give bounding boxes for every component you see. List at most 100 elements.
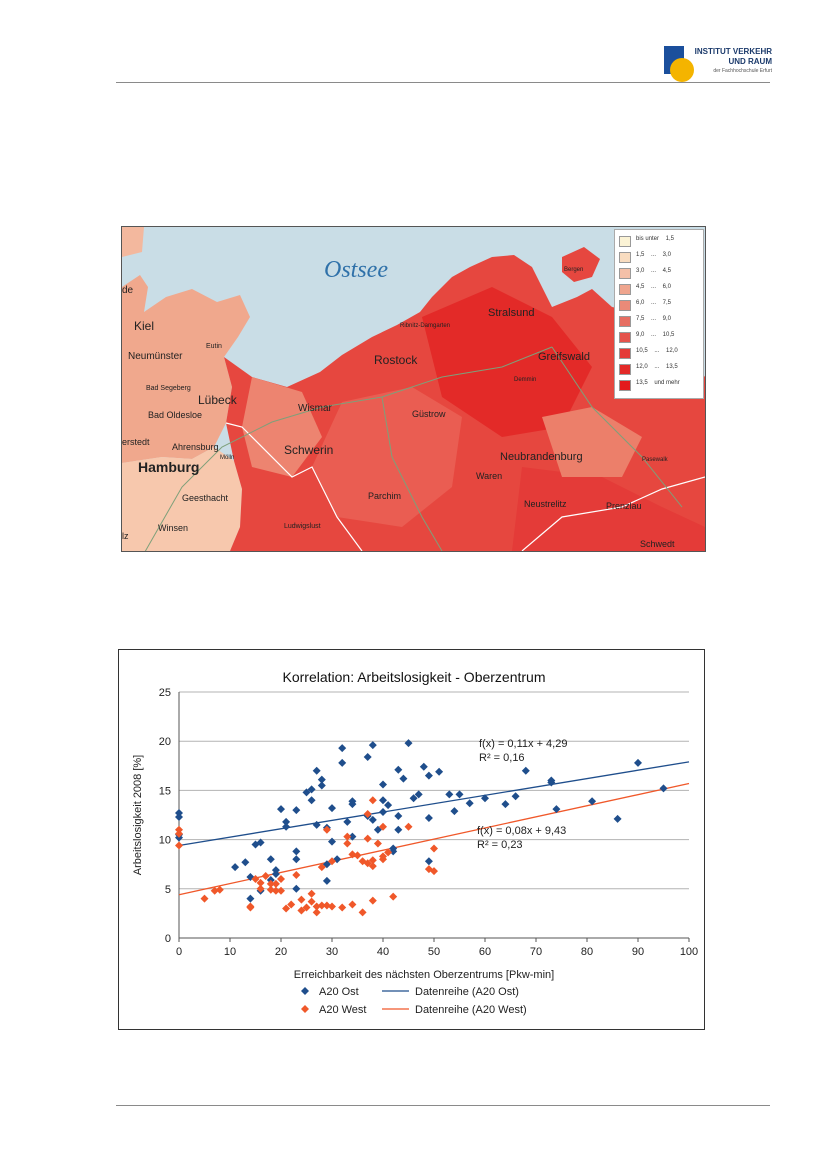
data-point <box>251 874 260 883</box>
data-point <box>266 855 275 864</box>
x-tick-label: 10 <box>224 946 236 958</box>
data-point <box>363 810 372 819</box>
data-point <box>328 902 336 911</box>
legend-swatch <box>619 316 631 327</box>
data-point <box>455 790 464 799</box>
place-label: Greifswald <box>538 351 590 363</box>
data-point <box>348 832 357 841</box>
data-point <box>465 799 474 808</box>
data-point <box>404 822 413 831</box>
data-point <box>348 900 357 909</box>
place-label: Ahrensburg <box>172 442 219 452</box>
place-label: Bad Segeberg <box>146 385 191 392</box>
data-point <box>424 771 433 780</box>
data-point <box>379 808 387 817</box>
legend-label: A20 West <box>319 1004 367 1016</box>
legend-row: 3,0 ... 4,5 <box>619 266 703 280</box>
data-point <box>394 811 403 820</box>
y-tick-label: 15 <box>159 785 171 797</box>
place-label: Hamburg <box>138 459 200 475</box>
footer-rule <box>116 1105 770 1106</box>
data-point <box>307 796 316 805</box>
x-tick-label: 0 <box>176 946 182 958</box>
data-point <box>384 801 393 810</box>
place-label: de <box>122 285 134 296</box>
data-point <box>521 766 530 775</box>
data-point <box>379 822 387 831</box>
data-point <box>328 804 336 813</box>
x-tick-label: 80 <box>581 946 593 958</box>
legend-marker <box>301 1005 309 1013</box>
data-point <box>547 776 556 785</box>
x-tick-label: 40 <box>377 946 389 958</box>
legend-label: bis unter 1,5 <box>636 236 675 242</box>
legend-label: 13,5 und mehr <box>636 380 680 386</box>
data-point <box>338 758 347 767</box>
chart-canvas: Korrelation: Arbeitslosigkeit - Oberzent… <box>132 669 698 1016</box>
data-point <box>282 904 291 913</box>
legend-row: bis unter 1,5 <box>619 234 703 248</box>
data-point <box>430 867 438 876</box>
sea-label: Ostsee <box>324 257 388 283</box>
place-label: Neubrandenburg <box>500 451 583 463</box>
legend-row: 7,5 ... 9,0 <box>619 314 703 328</box>
data-point <box>302 903 311 912</box>
place-label: Prenzlau <box>606 501 642 511</box>
data-point <box>424 857 433 866</box>
data-point <box>368 856 377 865</box>
data-point <box>266 879 275 888</box>
data-point <box>343 817 352 826</box>
legend-label: 1,5 ... 3,0 <box>636 252 672 258</box>
data-point <box>241 858 250 867</box>
data-point <box>256 884 265 893</box>
data-point <box>277 886 285 895</box>
data-point <box>363 859 372 868</box>
legend-swatch <box>619 332 631 343</box>
data-point <box>317 775 326 784</box>
data-point <box>297 895 306 904</box>
data-point <box>200 894 209 903</box>
place-label: erstedt <box>122 437 150 447</box>
data-point <box>215 885 224 894</box>
legend-swatch <box>619 348 631 359</box>
place-label: Bad Oldesloe <box>148 410 203 420</box>
data-point <box>424 813 433 822</box>
legend-label: 3,0 ... 4,5 <box>636 268 672 274</box>
legend-label: 6,0 ... 7,5 <box>636 300 672 306</box>
data-point <box>368 815 377 824</box>
legend-swatch <box>619 268 631 279</box>
data-point <box>552 805 561 814</box>
legend-swatch <box>619 252 631 263</box>
data-point <box>277 805 285 814</box>
data-point <box>338 903 347 912</box>
data-point <box>312 902 321 911</box>
x-axis-label: Erreichbarkeit des nächsten Oberzentrums… <box>294 969 554 981</box>
map-canvas <box>122 227 705 551</box>
data-point <box>343 839 352 848</box>
data-point <box>287 900 296 909</box>
place-label: Schwedt <box>640 539 675 549</box>
data-point <box>363 834 372 843</box>
data-point <box>322 876 331 885</box>
y-axis-label: Arbeitslosigkeit 2008 [%] <box>132 755 144 875</box>
x-tick-label: 70 <box>530 946 542 958</box>
x-tick-label: 90 <box>632 946 644 958</box>
data-point <box>175 841 183 850</box>
legend-label: 12,0 ... 13,5 <box>636 364 678 370</box>
trendline-r2: R² = 0,23 <box>477 839 523 851</box>
data-point <box>175 812 183 821</box>
place-label: Ludwigslust <box>284 523 321 530</box>
data-point <box>613 814 622 823</box>
data-point <box>368 896 377 905</box>
data-point <box>292 806 301 815</box>
y-tick-label: 20 <box>159 736 171 748</box>
place-label: Geesthacht <box>182 493 229 503</box>
data-point <box>302 788 311 797</box>
data-point <box>322 825 331 834</box>
data-point <box>317 901 326 910</box>
legend-label: 7,5 ... 9,0 <box>636 316 672 322</box>
legend-row: 12,0 ... 13,5 <box>619 362 703 376</box>
logo-line-2: UND RAUM <box>728 57 772 66</box>
logo-line-3: der Fachhochschule Erfurt <box>713 68 772 74</box>
data-point <box>404 739 413 748</box>
